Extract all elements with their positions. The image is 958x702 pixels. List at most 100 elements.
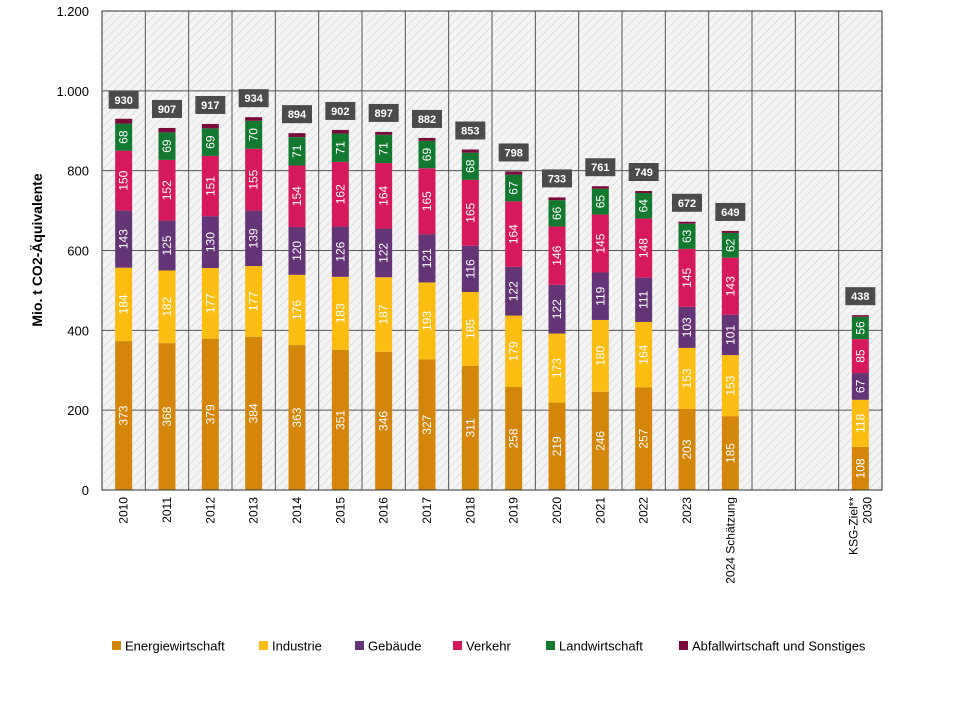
segment-value-label: 177 [203,293,217,313]
segment-value-label: 121 [420,248,434,268]
segment-value-label: 346 [377,411,391,431]
segment-value-label: 187 [377,304,391,324]
total-value-label: 902 [331,106,349,118]
bar-segment-geb-ude [245,210,263,267]
segment-value-label: 183 [333,303,347,323]
bar-segment-geb-ude [851,373,869,400]
segment-value-label: 69 [160,139,174,153]
total-label-box [628,163,659,182]
bar-segment-energiewirtschaft [201,338,219,490]
segment-value-label: 126 [333,241,347,261]
segment-value-label: 85 [853,349,867,363]
legend-item-label: Energiewirtschaft [125,639,225,654]
bar-segment-geb-ude [158,220,176,271]
bar-segment-energiewirtschaft [288,345,306,490]
segment-value-label: 101 [723,325,737,345]
bar-segment-verkehr [591,214,609,273]
segment-value-label: 384 [247,403,261,423]
bar-segment-abfallwirtschaft-und-sonstiges [505,171,523,175]
bar-segment-industrie [591,319,609,392]
gridlines [102,11,882,490]
total-label-box [152,99,182,118]
bar-segment-abfallwirtschaft-und-sonstiges [331,129,349,134]
segment-value-label: 203 [680,439,694,459]
bar-segment-energiewirtschaft [115,341,133,490]
bar-segment-landwirtschaft [201,128,219,156]
total-value-label: 438 [851,291,869,303]
bar-segment-energiewirtschaft [678,408,696,490]
y-tick-label: 1.200 [56,4,89,19]
segment-value-label: 68 [117,130,131,144]
segment-value-label: 257 [637,428,651,448]
segment-value-label: 70 [247,128,261,142]
total-value-label: 930 [114,95,132,107]
bar-segment-industrie [418,282,436,360]
bars: 373 184 143 150 68 368 182 125 152 69 379 177 130 151… [115,117,869,490]
bar-segment-abfallwirtschaft-und-sonstiges [721,230,739,233]
y-axis: 0 200 400 600 800 1.000 1.200 [56,4,89,498]
bar-segment-verkehr [548,226,566,285]
x-tick-label: 2010 [117,497,131,524]
bar-segment-industrie [635,321,653,388]
bar-segment-industrie [245,266,263,337]
bar-segment-landwirtschaft [288,137,306,166]
bar-segment-industrie [331,276,349,350]
legend-item-label: Gebäude [368,639,422,654]
total-label-box [715,202,746,221]
segment-value-label: 311 [463,418,477,437]
segment-value-label: 108 [853,458,867,478]
segment-value-label: 64 [637,199,651,213]
bar-segment-verkehr [635,218,653,278]
segment-value-label: 68 [463,159,477,173]
bar-segment-abfallwirtschaft-und-sonstiges [461,149,479,153]
y-tick-label: 200 [67,403,89,418]
x-tick-label: 2021 [593,497,607,524]
bar-segment-industrie [548,333,566,403]
bar-segment-industrie [158,270,176,344]
bar-segment-geb-ude [721,314,739,356]
segment-value-label: 258 [507,428,521,448]
segment-value-label: 165 [463,202,477,222]
segment-value-label: 71 [290,144,304,158]
segment-value-label: 164 [637,344,651,364]
bar-segment-geb-ude [331,226,349,277]
x-tick-label: 2017 [420,497,434,524]
segment-value-label: 150 [117,170,131,190]
segment-value-label: 368 [160,406,174,426]
bar-segment-energiewirtschaft [591,391,609,490]
total-value-label: 897 [374,108,392,120]
bar-segment-energiewirtschaft [158,343,176,490]
total-label-box [672,193,702,212]
total-label-box [195,95,226,114]
segment-value-label: 65 [593,195,607,209]
legend-swatch [453,641,462,650]
segment-value-label: 69 [420,148,434,162]
segment-value-label: 182 [160,296,174,316]
bar-segment-verkehr [245,148,263,211]
x-tick-label: 2022 [637,497,651,524]
x-tick-label: 2011 [160,497,174,523]
bar-segment-landwirtschaft [591,188,609,215]
x-tick-label: 2012 [203,497,217,524]
bar-segment-geb-ude [115,210,133,268]
bar-segment-industrie [721,355,739,417]
segment-value-label: 63 [680,229,694,243]
legend-swatch [679,641,688,650]
bar-segment-energiewirtschaft [505,387,523,490]
segment-value-label: 151 [203,176,217,196]
total-label-box [368,103,399,122]
x-tick-label: 2030 [860,497,874,524]
bar-segment-geb-ude [591,272,609,320]
segment-value-label: 153 [723,375,737,395]
bar-segment-abfallwirtschaft-und-sonstiges [418,137,436,141]
bar-segment-abfallwirtschaft-und-sonstiges [678,221,696,224]
bar-segment-energiewirtschaft [851,446,869,490]
segment-value-label: 122 [377,243,391,263]
bar-segment-verkehr [115,150,133,211]
segment-value-label: 62 [723,238,737,252]
segment-value-label: 177 [247,291,261,311]
bar-segment-geb-ude [201,216,219,269]
total-label-box [845,287,876,306]
y-tick-label: 600 [67,244,89,259]
